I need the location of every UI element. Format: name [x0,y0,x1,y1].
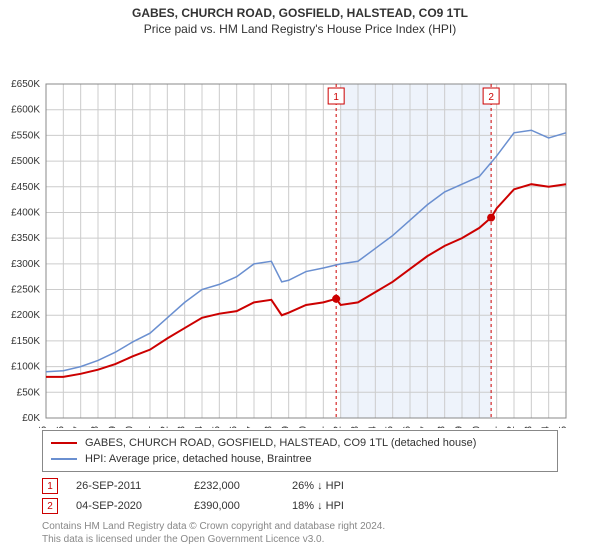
svg-text:£550K: £550K [11,130,40,141]
svg-text:2006: 2006 [229,426,240,428]
svg-text:2000: 2000 [125,426,136,428]
svg-text:2020: 2020 [471,426,482,428]
event-row: 2 04-SEP-2020 £390,000 18% ↓ HPI [42,496,558,516]
svg-text:1998: 1998 [90,426,101,428]
svg-text:2007: 2007 [246,426,257,428]
event-marker: 1 [42,478,58,494]
note-line-2: This data is licensed under the Open Gov… [42,533,558,546]
svg-text:£200K: £200K [11,310,40,321]
svg-text:2009: 2009 [281,426,292,428]
svg-text:2005: 2005 [211,426,222,428]
svg-text:2019: 2019 [454,426,465,428]
event-date: 04-SEP-2020 [76,500,176,512]
svg-text:2002: 2002 [159,426,170,428]
svg-text:£400K: £400K [11,207,40,218]
legend-label: GABES, CHURCH ROAD, GOSFIELD, HALSTEAD, … [85,435,476,451]
svg-text:1999: 1999 [107,426,118,428]
event-marker: 2 [42,498,58,514]
svg-text:2015: 2015 [385,426,396,428]
svg-text:2018: 2018 [437,426,448,428]
svg-text:2010: 2010 [298,426,309,428]
line-chart: £0K £50K £100K £150K £200K £250K £300K £350K £40… [0,40,600,428]
svg-text:1997: 1997 [73,426,84,428]
svg-text:2: 2 [488,92,494,103]
svg-text:£450K: £450K [11,182,40,193]
svg-text:2023: 2023 [523,426,534,428]
event-delta: 18% ↓ HPI [292,500,344,512]
svg-text:2022: 2022 [506,426,517,428]
legend-swatch [51,442,77,444]
event-table: 1 26-SEP-2011 £232,000 26% ↓ HPI 2 04-SEP-202… [42,476,558,516]
chart-subtitle: Price paid vs. HM Land Registry's House … [0,20,600,40]
svg-text:£250K: £250K [11,285,40,296]
copyright-note: Contains HM Land Registry data © Crown c… [42,520,558,546]
svg-text:2013: 2013 [350,426,361,428]
svg-text:£650K: £650K [11,79,40,90]
svg-text:2004: 2004 [194,426,205,428]
legend-item: GABES, CHURCH ROAD, GOSFIELD, HALSTEAD, … [51,435,549,451]
event-row: 1 26-SEP-2011 £232,000 26% ↓ HPI [42,476,558,496]
svg-text:1996: 1996 [55,426,66,428]
event-date: 26-SEP-2011 [76,480,176,492]
svg-text:£350K: £350K [11,233,40,244]
svg-text:2001: 2001 [142,426,153,428]
event-price: £232,000 [194,480,274,492]
svg-text:2021: 2021 [489,426,500,428]
svg-text:£300K: £300K [11,259,40,270]
legend: GABES, CHURCH ROAD, GOSFIELD, HALSTEAD, … [42,430,558,472]
note-line-1: Contains HM Land Registry data © Crown c… [42,520,558,533]
svg-text:2014: 2014 [367,426,378,428]
svg-text:2003: 2003 [177,426,188,428]
svg-text:2011: 2011 [315,426,326,428]
svg-text:2016: 2016 [402,426,413,428]
svg-text:£600K: £600K [11,105,40,116]
svg-text:1: 1 [333,92,339,103]
svg-text:£100K: £100K [11,362,40,373]
chart-title: GABES, CHURCH ROAD, GOSFIELD, HALSTEAD, … [0,0,600,20]
svg-text:£50K: £50K [17,387,41,398]
svg-text:£0K: £0K [22,413,40,424]
event-delta: 26% ↓ HPI [292,480,344,492]
svg-text:2008: 2008 [263,426,274,428]
legend-swatch [51,458,77,460]
svg-text:£150K: £150K [11,336,40,347]
svg-text:1995: 1995 [38,426,49,428]
legend-label: HPI: Average price, detached house, Brai… [85,451,312,467]
svg-text:2025: 2025 [558,426,569,428]
svg-text:£500K: £500K [11,156,40,167]
legend-item: HPI: Average price, detached house, Brai… [51,451,549,467]
svg-text:2017: 2017 [419,426,430,428]
event-price: £390,000 [194,500,274,512]
svg-text:2024: 2024 [541,426,552,428]
svg-text:2012: 2012 [333,426,344,428]
